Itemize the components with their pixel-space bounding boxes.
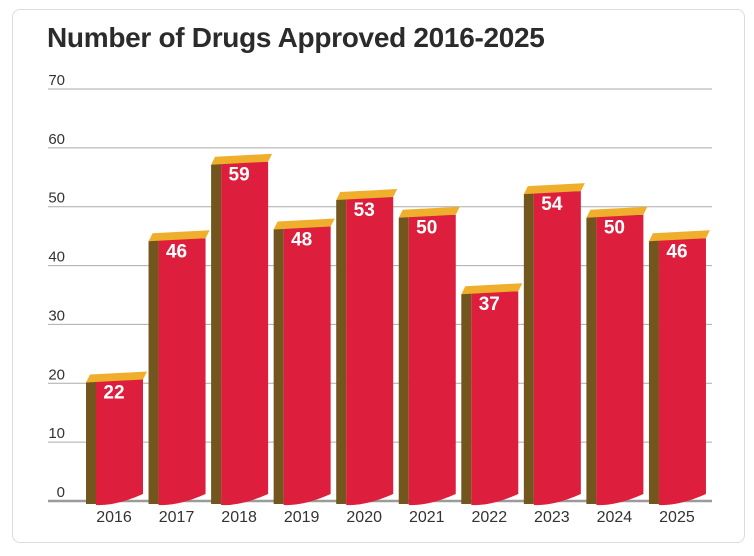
bar-side-2016 [86, 379, 96, 504]
bar-value-label-2020: 53 [354, 200, 375, 221]
bar-front-2020 [346, 197, 394, 506]
y-tick-label-10: 10 [48, 425, 65, 442]
chart-title: Number of Drugs Approved 2016-2025 [47, 22, 545, 53]
bar-front-2017 [158, 238, 206, 506]
y-tick-label-50: 50 [48, 190, 65, 207]
bar-value-label-2018: 59 [229, 165, 250, 186]
bar-top-2019 [273, 218, 335, 230]
bar-top-2018 [211, 153, 273, 165]
bar-side-2022 [461, 291, 472, 504]
bar-front-2018 [221, 161, 269, 506]
bar-side-2020 [336, 197, 347, 505]
bar-value-label-2019: 48 [291, 229, 312, 250]
bar-side-2017 [148, 238, 159, 504]
x-tick-label-2020: 2020 [346, 509, 382, 526]
x-tick-label-2018: 2018 [221, 509, 257, 526]
bar-front-2023 [533, 191, 581, 506]
x-tick-label-2017: 2017 [159, 509, 195, 526]
bar-side-2019 [273, 226, 284, 504]
bar-front-2024 [596, 214, 644, 506]
y-tick-label-30: 30 [48, 307, 65, 324]
y-tick-label-40: 40 [48, 249, 65, 266]
bar-top-2020 [336, 189, 398, 201]
x-tick-label-2016: 2016 [96, 509, 132, 526]
x-tick-label-2024: 2024 [597, 509, 633, 526]
bar-front-2022 [471, 291, 519, 506]
bar-top-2023 [523, 183, 585, 195]
y-tick-label-20: 20 [48, 366, 65, 383]
bar-top-2024 [586, 206, 648, 218]
chart-card: Number of Drugs Approved 2016-2025 0 10 20… [12, 9, 745, 543]
bar-top-2025 [648, 230, 710, 242]
bar-value-label-2024: 50 [604, 218, 625, 239]
bar-side-2024 [586, 214, 597, 504]
y-tick-label-0: 0 [57, 484, 65, 501]
bar-side-2018 [211, 161, 222, 504]
bar-value-label-2025: 46 [666, 241, 687, 262]
bar-top-2021 [398, 206, 460, 218]
bar-side-2021 [398, 214, 409, 504]
bar-value-label-2017: 46 [166, 241, 187, 262]
y-tick-label-60: 60 [48, 131, 65, 148]
x-tick-label-2023: 2023 [534, 509, 570, 526]
x-tick-label-2022: 2022 [472, 509, 508, 526]
y-tick-label-70: 70 [48, 72, 65, 89]
x-tick-label-2025: 2025 [659, 509, 695, 526]
bar-top-2017 [148, 230, 210, 242]
bar-value-label-2022: 37 [479, 294, 500, 315]
bar-front-2016 [96, 379, 143, 506]
bar-chart: 0 10 20 30 40 50 60 70 22 2016 46 2017 59 2018 48 2019 5… [48, 72, 712, 526]
x-tick-label-2021: 2021 [409, 509, 445, 526]
bar-value-label-2021: 50 [416, 218, 437, 239]
bar-front-2025 [658, 238, 706, 506]
bar-top-2022 [461, 283, 523, 295]
bar-side-2025 [648, 238, 659, 504]
bar-front-2019 [283, 226, 331, 506]
bar-top-2016 [86, 371, 147, 383]
bar-front-2021 [408, 214, 456, 506]
bar-value-label-2016: 22 [103, 383, 124, 404]
bar-side-2023 [523, 191, 534, 504]
bar-value-label-2023: 54 [541, 194, 563, 215]
x-tick-label-2019: 2019 [284, 509, 320, 526]
